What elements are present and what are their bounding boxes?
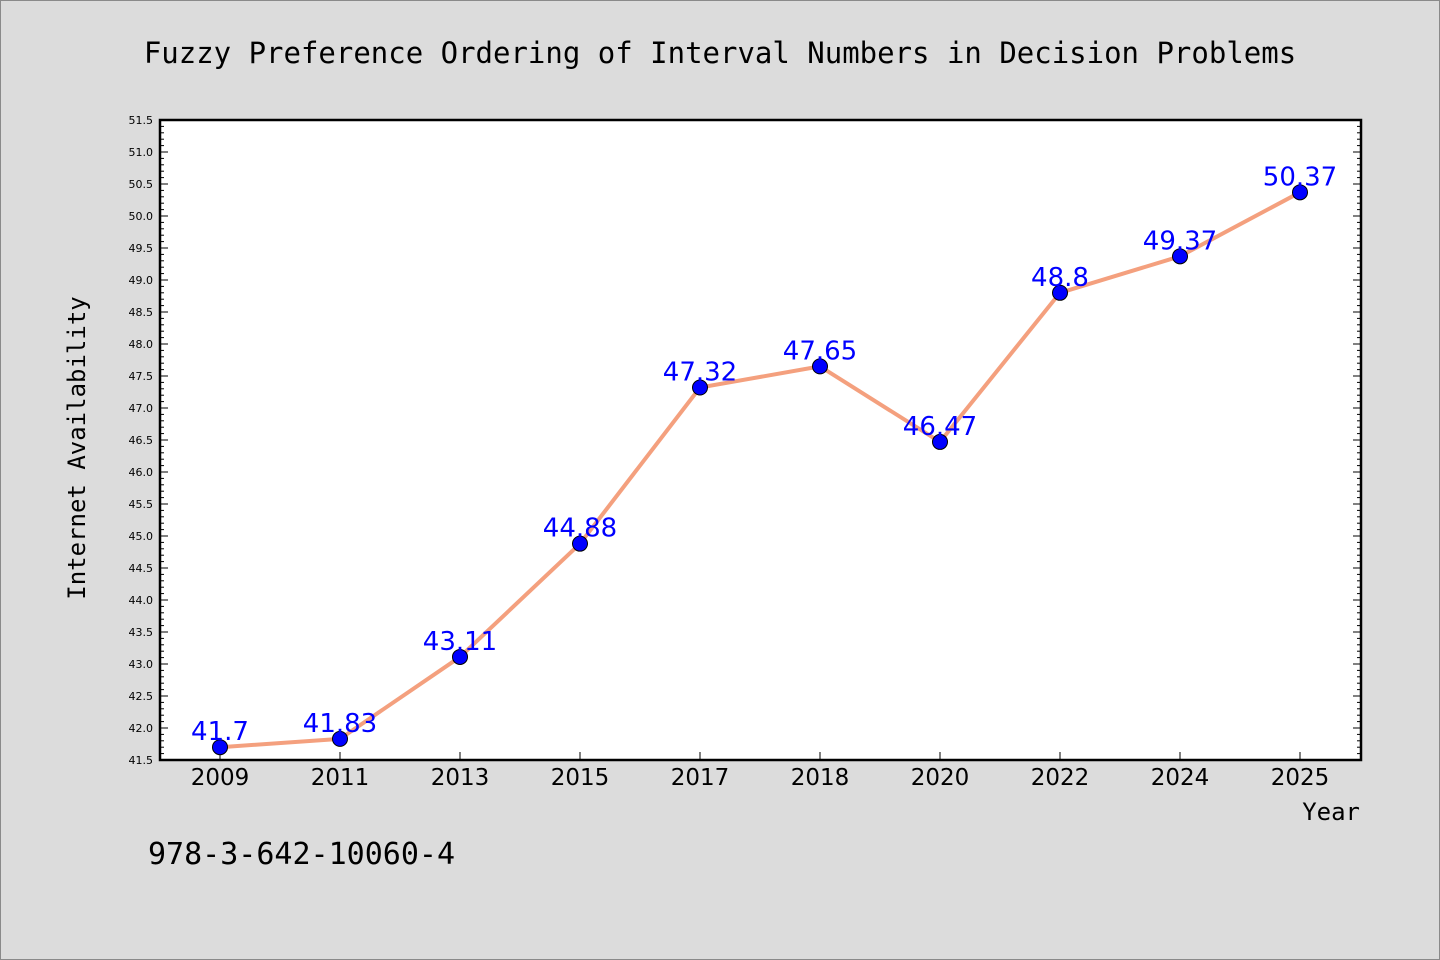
data-point xyxy=(1292,184,1308,201)
x-tick-label: 2011 xyxy=(311,765,370,791)
y-tick-label: 48.5 xyxy=(129,306,154,319)
data-point xyxy=(812,358,828,375)
data-label: 47.65 xyxy=(783,336,857,366)
y-tick-label: 45.5 xyxy=(129,498,154,511)
data-point xyxy=(932,433,948,450)
data-label: 44.88 xyxy=(543,514,617,544)
series-line xyxy=(219,190,1301,750)
y-tick-label: 44.5 xyxy=(129,562,154,575)
y-tick-label: 50.0 xyxy=(129,210,154,223)
data-label: 48.8 xyxy=(1031,263,1089,293)
y-tick-label: 43.5 xyxy=(129,626,154,639)
x-tick-label: 2025 xyxy=(1271,765,1330,791)
x-axis-label: Year xyxy=(1302,798,1360,826)
y-axis-label: Internet Availability xyxy=(63,296,91,599)
data-point xyxy=(332,730,348,747)
data-point xyxy=(452,648,468,665)
data-point xyxy=(1052,284,1068,301)
chart-title: Fuzzy Preference Ordering of Interval Nu… xyxy=(144,36,1296,70)
y-tick-label: 46.0 xyxy=(129,466,154,479)
plot-area xyxy=(158,118,1363,762)
y-tick-label: 42.5 xyxy=(129,690,154,703)
data-point xyxy=(212,739,228,756)
data-point xyxy=(1172,248,1188,265)
data-label: 43.11 xyxy=(423,627,497,657)
x-axis: 2009 2011 2013 2015 2017 2018 2020 2022 2024 2025 xyxy=(191,752,1330,791)
y-tick-label: 46.5 xyxy=(129,434,154,447)
data-point xyxy=(692,379,708,396)
data-label: 47.32 xyxy=(663,358,737,388)
y-axis: 41.5 42.0 42.5 43.0 43.5 44.0 44.5 45.0 45.5 46.0… xyxy=(129,114,1361,767)
data-point xyxy=(572,535,588,552)
y-tick-label: 41.5 xyxy=(129,754,154,767)
x-tick-label: 2018 xyxy=(791,765,850,791)
y-tick-label: 43.0 xyxy=(129,658,154,671)
series-group xyxy=(212,184,1308,756)
data-label: 41.83 xyxy=(303,709,377,739)
x-tick-label: 2020 xyxy=(911,765,970,791)
data-label: 49.37 xyxy=(1143,226,1217,256)
data-label: 46.47 xyxy=(903,412,977,442)
y-tick-label: 50.5 xyxy=(129,178,154,191)
y-tick-label: 51.5 xyxy=(129,114,154,127)
y-tick-label: 45.0 xyxy=(129,530,154,543)
y-tick-label: 44.0 xyxy=(129,594,154,607)
data-label: 50.37 xyxy=(1263,162,1337,192)
x-tick-label: 2022 xyxy=(1031,765,1090,791)
data-labels: 41.7 41.83 43.11 44.88 47.32 47.65 46.47 48.8 49… xyxy=(191,162,1337,747)
y-tick-label: 49.0 xyxy=(129,274,154,287)
y-tick-label: 49.5 xyxy=(129,242,154,255)
x-tick-label: 2015 xyxy=(551,765,610,791)
y-tick-label: 48.0 xyxy=(129,338,154,351)
y-tick-label: 51.0 xyxy=(129,146,154,159)
y-tick-label: 47.5 xyxy=(129,370,154,383)
x-tick-label: 2009 xyxy=(191,765,250,791)
x-tick-label: 2013 xyxy=(431,765,490,791)
x-tick-label: 2017 xyxy=(671,765,730,791)
isbn-annotation: 978-3-642-10060-4 xyxy=(148,837,455,872)
x-tick-label: 2024 xyxy=(1151,765,1210,791)
y-tick-label: 42.0 xyxy=(129,722,154,735)
y-tick-label: 47.0 xyxy=(129,402,154,415)
data-label: 41.7 xyxy=(191,717,249,747)
